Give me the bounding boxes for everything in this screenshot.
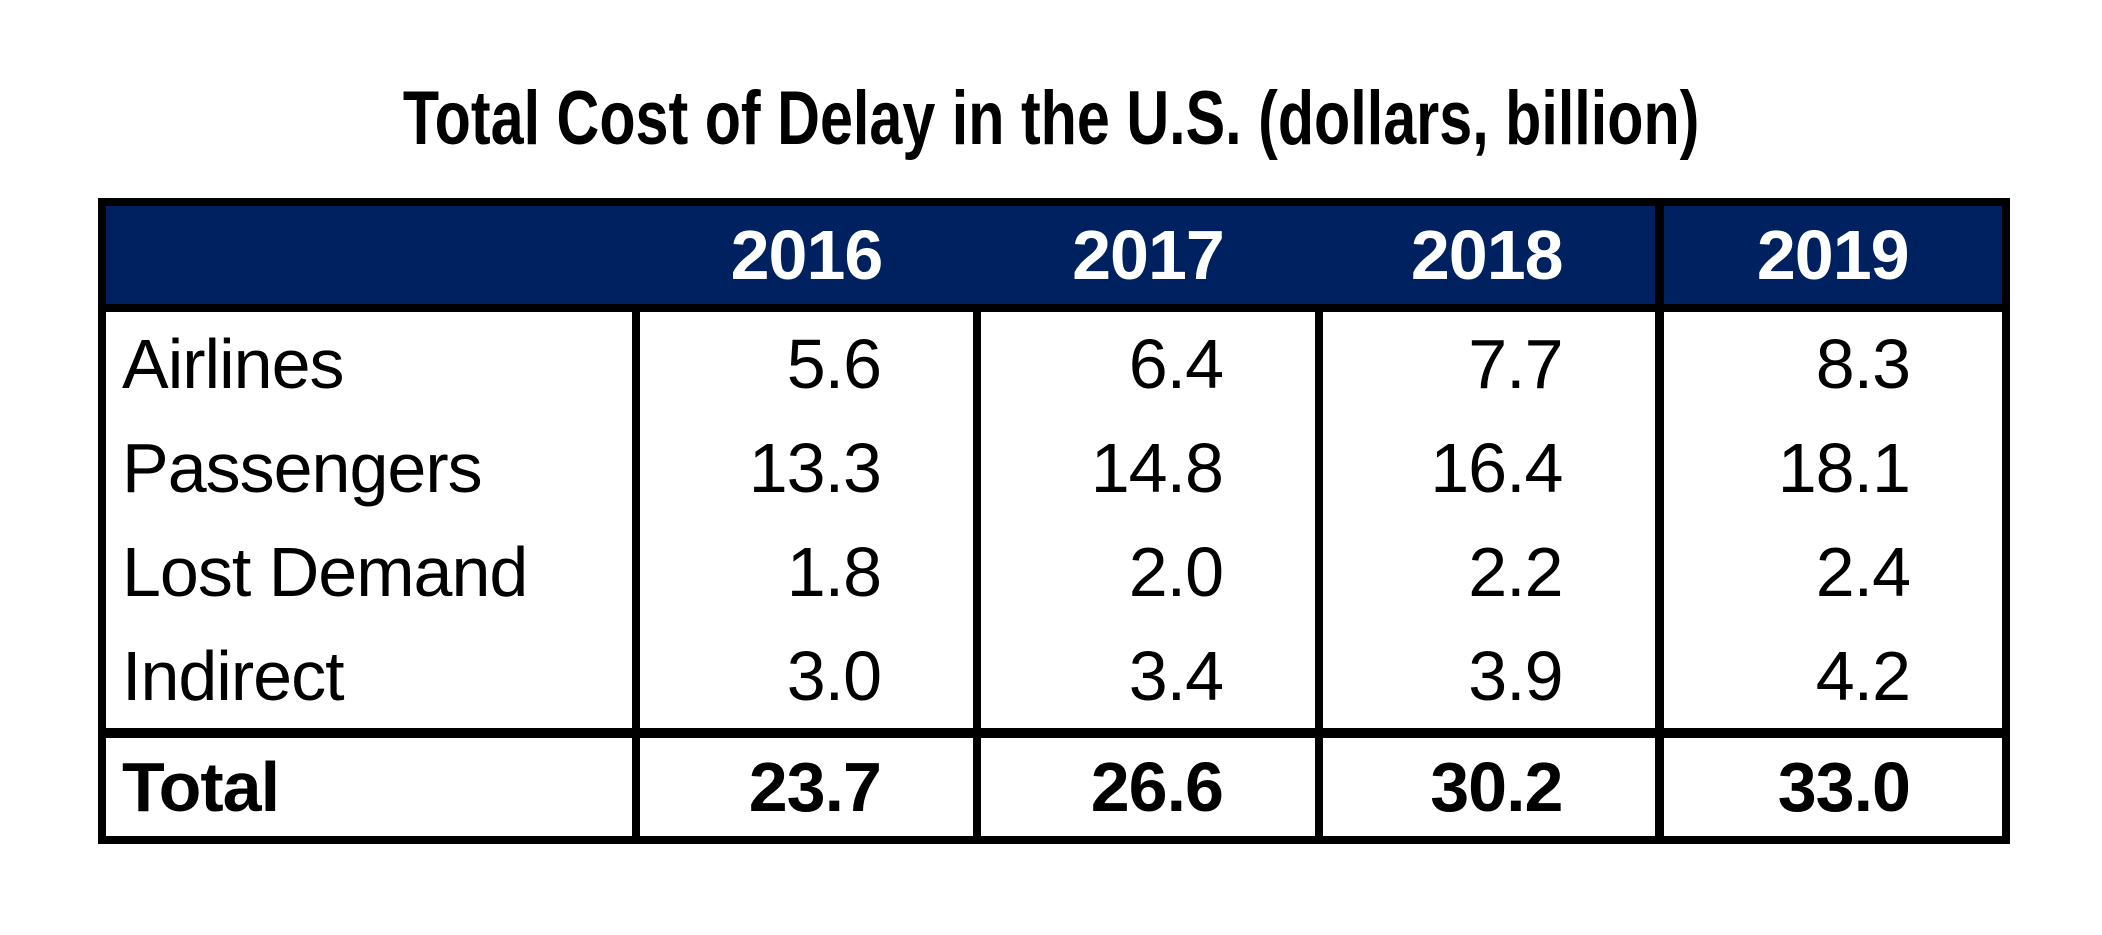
value-cell: 8.3: [1654, 308, 2006, 416]
value-cell: 18.1: [1654, 416, 2006, 520]
table-row-passengers: Passengers 13.3 14.8 16.4 18.1: [102, 416, 2006, 520]
table-row-lost-demand: Lost Demand 1.8 2.0 2.2 2.4: [102, 520, 2006, 624]
value-cell: 2.4: [1654, 520, 2006, 624]
cost-of-delay-table: 2016 2017 2018 2019 Airlines 5.6 6.4 7.7…: [98, 198, 2010, 844]
row-label-cell: Lost Demand: [122, 533, 528, 611]
value-cell: 3.0: [632, 624, 977, 733]
total-value-cell: 23.7: [632, 728, 977, 840]
value-cell: 5.6: [632, 308, 977, 416]
value-cell: 4.2: [1654, 624, 2006, 733]
total-value-cell: 26.6: [973, 728, 1319, 840]
total-label-cell: Total: [102, 728, 636, 840]
value-cell: 14.8: [973, 416, 1319, 520]
table-row-indirect: Indirect 3.0 3.4 3.9 4.2: [102, 624, 2006, 733]
year-header-2018: 2018: [1319, 202, 1659, 308]
value-cell: 2.2: [1315, 520, 1659, 624]
total-value-cell: 33.0: [1654, 728, 2006, 840]
value-cell: 1.8: [632, 520, 977, 624]
total-row: Total 23.7 26.6 30.2 33.0: [102, 728, 2006, 840]
value-cell: 16.4: [1315, 416, 1659, 520]
row-label-cell: Passengers: [122, 429, 483, 507]
value-cell: 3.4: [973, 624, 1319, 733]
corner-header-cell: [102, 202, 636, 308]
total-value-cell: 30.2: [1315, 728, 1659, 840]
page-title: Total Cost of Delay in the U.S. (dollars…: [0, 60, 2102, 178]
value-cell: 6.4: [973, 308, 1319, 416]
year-header-2016: 2016: [636, 202, 977, 308]
value-cell: 7.7: [1315, 308, 1659, 416]
year-header-2017: 2017: [977, 202, 1319, 308]
row-label-cell: Airlines: [122, 325, 345, 403]
page-title-text: Total Cost of Delay in the U.S. (dollars…: [402, 76, 1700, 161]
header-row: 2016 2017 2018 2019: [102, 202, 2006, 308]
value-cell: 2.0: [973, 520, 1319, 624]
row-label-cell: Indirect: [122, 637, 345, 715]
value-cell: 13.3: [632, 416, 977, 520]
table-row-airlines: Airlines 5.6 6.4 7.7 8.3: [102, 308, 2006, 416]
year-header-2019: 2019: [1654, 202, 2006, 308]
value-cell: 3.9: [1315, 624, 1659, 733]
